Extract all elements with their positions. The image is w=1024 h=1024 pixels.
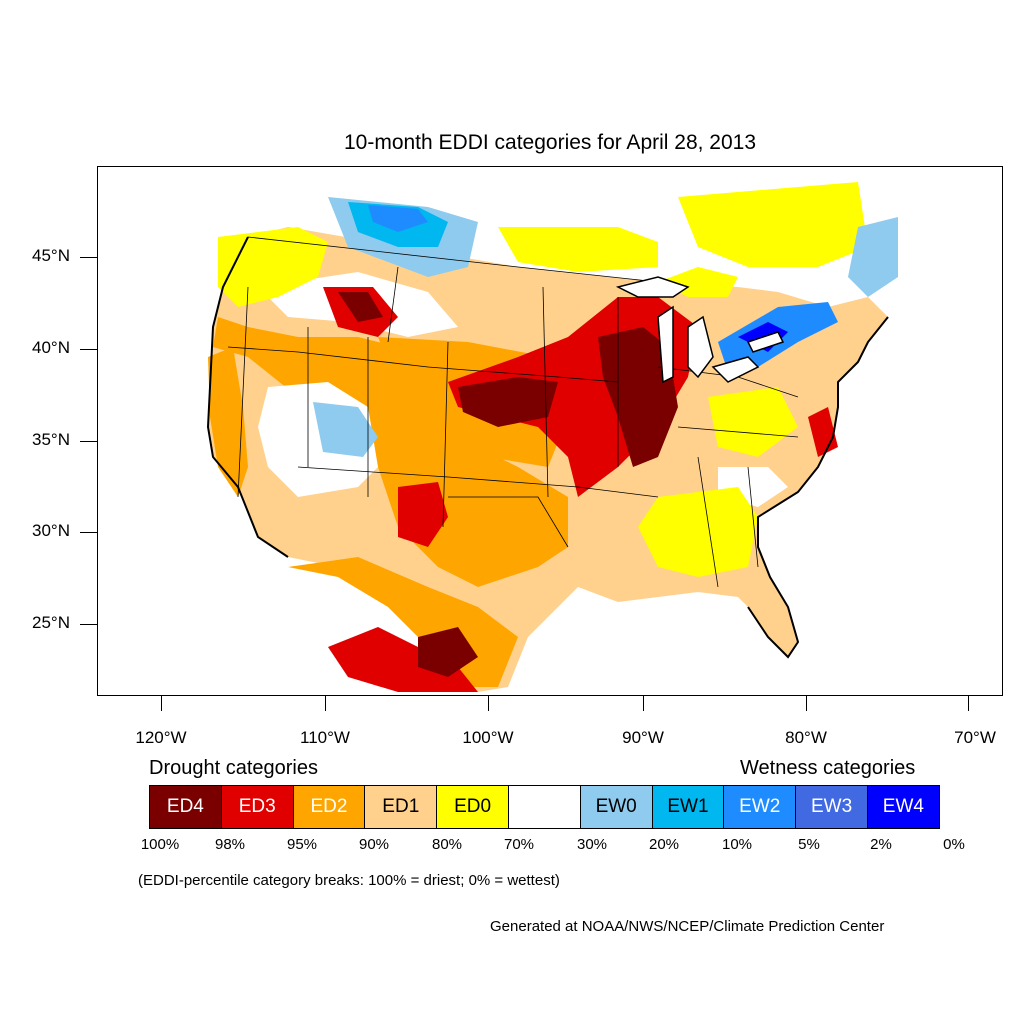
lon-tick <box>968 696 969 711</box>
lon-label-90w: 90°W <box>622 728 664 747</box>
legend-ew3: EW3 <box>795 785 868 829</box>
lat-tick <box>80 532 97 533</box>
pct-label: 95% <box>286 836 318 853</box>
legend-ed2-label: ED2 <box>310 796 348 817</box>
eddi-map-canvas <box>206 182 898 692</box>
lat-label-40: 40°N <box>32 338 70 357</box>
legend-ed4-label: ED4 <box>166 796 204 817</box>
lon-tick <box>161 696 162 711</box>
region-ew0-canada-east <box>848 217 898 297</box>
pct-label: 80% <box>431 836 463 853</box>
pct-label: 20% <box>648 836 680 853</box>
lat-label-25: 25°N <box>32 613 70 632</box>
legend-ew2-label: EW2 <box>739 796 781 817</box>
region-ed4-nebraska <box>458 377 558 427</box>
lon-label-70w: 70°W <box>954 728 996 747</box>
region-ed3-new-mexico <box>398 482 448 547</box>
legend-ew0-label: EW0 <box>595 796 637 817</box>
region-ed3-east-coast <box>808 407 838 457</box>
state-boundaries <box>227 236 799 588</box>
lat-label-45: 45°N <box>32 246 70 265</box>
map-title: 10-month EDDI categories for April 28, 2… <box>343 131 757 154</box>
legend-ew2: EW2 <box>723 785 797 829</box>
legend-ed4: ED4 <box>149 785 222 829</box>
credit-line: Generated at NOAA/NWS/NCEP/Climate Predi… <box>490 918 885 935</box>
lat-tick <box>80 349 97 350</box>
lon-label-110w: 110°W <box>300 728 350 747</box>
lon-label-100w: 100°W <box>462 728 514 747</box>
pct-label: 98% <box>214 836 246 853</box>
region-ed0-north-central <box>498 227 658 272</box>
lon-tick <box>643 696 644 711</box>
region-ed2-west-coast <box>208 347 248 497</box>
legend-ed1: ED1 <box>364 785 438 829</box>
drought-heading: Drought categories <box>149 757 318 779</box>
region-ed0-canada-east <box>678 182 868 267</box>
pct-label: 90% <box>358 836 390 853</box>
wetness-heading: Wetness categories <box>740 757 916 779</box>
lon-label-120w: 120°W <box>135 728 187 747</box>
pct-label: 2% <box>870 836 892 853</box>
region-ed3-texas <box>328 627 478 692</box>
category-breaks-note: (EDDI-percentile category breaks: 100% =… <box>138 872 560 889</box>
pct-label: 0% <box>943 836 965 853</box>
lat-tick <box>80 441 97 442</box>
legend-ew4-label: EW4 <box>882 796 924 817</box>
legend-ew4: EW4 <box>866 785 940 829</box>
legend-ed1-label: ED1 <box>382 796 420 817</box>
pct-label: 5% <box>798 836 820 853</box>
legend-ew1-label: EW1 <box>667 796 709 817</box>
region-ed4-texas <box>418 627 478 677</box>
lon-tick <box>488 696 489 711</box>
pct-label: 100% <box>140 836 180 853</box>
lat-tick <box>80 624 97 625</box>
lat-tick <box>80 257 97 258</box>
region-ed0-northwest <box>218 227 328 307</box>
lat-label-30: 30°N <box>32 521 70 540</box>
legend-ew3-label: EW3 <box>810 796 853 817</box>
lon-tick <box>325 696 326 711</box>
legend-ed2: ED2 <box>292 785 366 829</box>
lat-label-35: 35°N <box>32 430 70 449</box>
legend-ed0-label: ED0 <box>454 796 492 817</box>
coastline <box>206 236 889 659</box>
legend-ew1: EW1 <box>651 785 725 829</box>
category-legend: ED4 ED3 ED2 ED1 ED0 EW0 EW1 EW2 EW3 EW4 <box>149 785 940 829</box>
lon-tick <box>806 696 807 711</box>
legend-ed3-label: ED3 <box>238 796 276 817</box>
great-lakes <box>615 276 785 384</box>
pct-label: 30% <box>576 836 608 853</box>
legend-normal <box>507 785 581 829</box>
legend-ed0: ED0 <box>436 785 509 829</box>
eddi-map <box>97 166 1003 696</box>
region-ed4-montana <box>338 292 383 322</box>
legend-ed3: ED3 <box>220 785 294 829</box>
legend-ew0: EW0 <box>579 785 653 829</box>
region-ew2-montana <box>368 205 428 232</box>
region-ed0-southeast <box>638 487 758 577</box>
pct-label: 10% <box>721 836 753 853</box>
region-ed0-ohio <box>708 387 798 457</box>
pct-label: 70% <box>503 836 535 853</box>
lon-label-80w: 80°W <box>785 728 827 747</box>
region-ew0-utah <box>313 402 378 457</box>
